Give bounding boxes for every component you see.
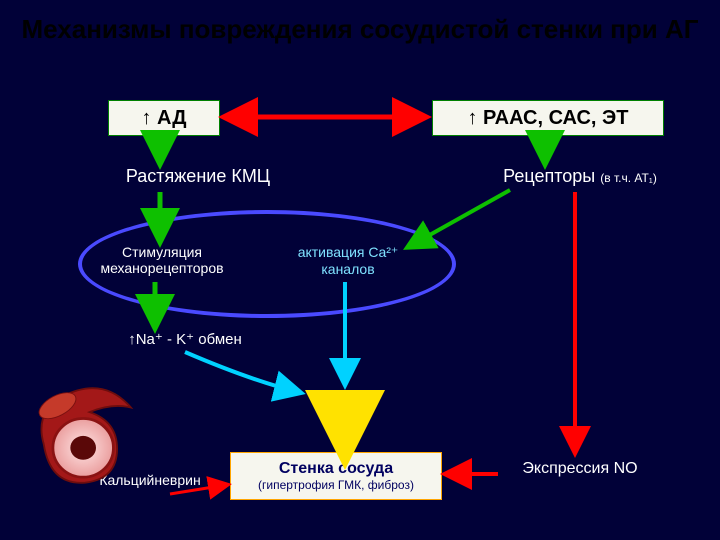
box-vessel-wall: Стенка сосуда (гипертрофия ГМК, фиброз) <box>230 452 442 500</box>
box-ad: ↑ АД <box>108 100 220 136</box>
label-na-k-exchange: ↑Na⁺ - K⁺ обмен <box>100 330 270 348</box>
receptors-sub: (в т.ч. АТ₁) <box>600 171 657 185</box>
vessel-title: Стенка сосуда <box>258 460 414 478</box>
receptors-text: Рецепторы <box>503 166 600 186</box>
artery-image <box>30 380 140 490</box>
vessel-subtitle: (гипертрофия ГМК, фиброз) <box>258 478 414 492</box>
box-raas: ↑ РААС, САС, ЭТ <box>432 100 664 136</box>
page-title: Механизмы повреждения сосудистой стенки … <box>0 14 720 45</box>
label-ca2plus: ↑Ca²⁺ <box>300 388 400 417</box>
cell-ellipse <box>78 210 456 318</box>
label-stretch-kmc: Растяжение КМЦ <box>108 166 288 187</box>
label-receptors: Рецепторы (в т.ч. АТ₁) <box>470 166 690 187</box>
label-no-expression: Экспрессия NO <box>500 460 660 478</box>
